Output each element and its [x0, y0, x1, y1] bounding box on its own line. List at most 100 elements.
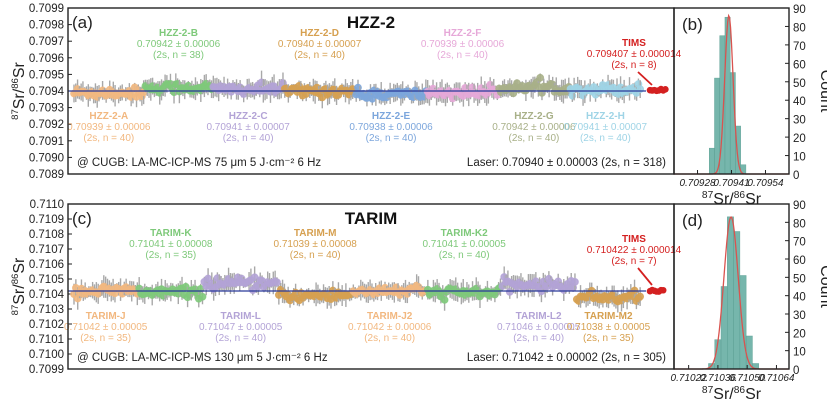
group-value-label: 0.71038 ± 0.00005 — [567, 322, 651, 333]
group-hzz-2-d — [280, 78, 359, 109]
y-tick-label: 0.7095 — [29, 69, 64, 81]
y-tick-label: 0.7089 — [29, 169, 64, 181]
laser-summary: Laser: 0.70940 ± 0.00003 (2s, n = 318) — [467, 157, 666, 169]
chart-title: HZZ-2 — [347, 13, 395, 32]
y-tick-label: 70 — [793, 41, 806, 53]
axis-label-part: Sr/ — [713, 191, 734, 208]
group-value-label: 0.71042 ± 0.00006 — [348, 322, 432, 333]
group-name-label: HZZ-2-G — [514, 111, 554, 122]
chart-title: TARIM — [345, 209, 398, 228]
y-tick-label: 0.7099 — [29, 364, 64, 376]
panel-a: 0.7099 0.7098 0.7097 0.7096 0.7095 0.7094 0.70… — [10, 3, 682, 181]
group-name-label: TARIM-J2 — [367, 311, 413, 322]
method-note: @ CUGB: LA-MC-ICP-MS 75 μm 5 J·cm⁻² 6 Hz — [77, 157, 321, 169]
x-axis-label: 87Sr/86Sr — [702, 190, 762, 208]
tims-point — [659, 286, 667, 294]
group-value-label: 0.71046 ± 0.00005 — [497, 322, 581, 333]
y-tick-label: 0.7093 — [29, 103, 64, 115]
group-name-label: HZZ-2-D — [300, 28, 339, 39]
group-stats-label: (2s, n = 38) — [153, 50, 204, 61]
axis-label-part: 86 — [734, 385, 746, 396]
y-tick-label: 40 — [793, 96, 806, 108]
panel-label: (c) — [72, 209, 92, 228]
axis-label-part: 86 — [734, 190, 746, 201]
group-tarim-k — [135, 276, 207, 308]
group-stats-label: (2s, n = 40) — [290, 250, 341, 261]
y-tick-label: 0.7106 — [29, 259, 64, 271]
group-name-label: HZZ-2-H — [586, 111, 625, 122]
group-stats-label: (2s, n = 35) — [583, 333, 634, 344]
group-hzz-2-b — [141, 73, 216, 105]
panel-c: 0.7110 0.7109 0.7108 0.7107 0.7106 0.7105 0.71… — [10, 199, 682, 376]
y-tick-label: 80 — [793, 22, 806, 34]
y-tick-label: 0.7091 — [29, 136, 64, 148]
tims-pointer — [637, 267, 653, 286]
group-value-label: 0.70941 ± 0.00007 — [564, 122, 648, 133]
group-value-label: 0.71041 ± 0.00008 — [129, 239, 213, 250]
y-tick-label: 0.7094 — [29, 86, 65, 98]
y-tick-label: 40 — [793, 292, 806, 304]
y-tick-label: 70 — [793, 237, 806, 249]
x-tick-label: 0.71064 — [758, 373, 795, 384]
group-value-label: 0.70939 ± 0.00006 — [67, 122, 151, 133]
axis-label-part: Sr — [745, 386, 762, 403]
y-tick-label: 60 — [793, 59, 806, 71]
data-points — [70, 70, 669, 109]
group-tims — [646, 85, 669, 95]
tims-stats-label: (2s, n = 7) — [611, 256, 656, 267]
histogram-bar — [727, 216, 734, 370]
group-value-label: 0.70942 ± 0.00006 — [137, 39, 221, 50]
data-point — [440, 295, 449, 304]
panel-label: (b) — [682, 15, 703, 34]
y-tick-label: 10 — [793, 152, 806, 164]
group-tims — [646, 286, 667, 295]
group-tarim-j — [70, 275, 142, 310]
group-stats-label: (2s, n = 40) — [437, 50, 488, 61]
y-tick-label: 10 — [793, 347, 806, 359]
axis-label-part: Sr — [11, 257, 28, 274]
y-tick-label: 90 — [793, 4, 806, 16]
y-tick-label: 0.7109 — [29, 214, 64, 226]
group-name-label: HZZ-2-E — [372, 111, 411, 122]
group-value-label: 0.70940 ± 0.00007 — [278, 39, 362, 50]
y-tick-label: 20 — [793, 133, 806, 145]
y-axis-label: 87Sr/86Sr — [10, 257, 28, 315]
group-stats-label: (2s, n = 40) — [513, 333, 564, 344]
y-tick-label: 0 — [793, 170, 799, 182]
group-value-label: 0.71039 ± 0.00008 — [273, 239, 357, 250]
axis-label-part: Sr/ — [11, 284, 28, 305]
data-point — [273, 278, 281, 287]
y-tick-label: 0.7096 — [29, 53, 64, 65]
group-tarim-j2 — [349, 274, 430, 304]
group-stats-label: (2s, n = 40) — [439, 250, 490, 261]
group-hzz-2-h — [566, 74, 645, 106]
group-stats-label: (2s, n = 35) — [145, 250, 196, 261]
group-tarim-k2 — [423, 277, 505, 311]
laser-summary: Laser: 0.71042 ± 0.00002 (2s, n = 305) — [467, 352, 666, 364]
method-note: @ CUGB: LA-MC-ICP-MS 130 μm 5 J·cm⁻² 6 H… — [77, 352, 328, 364]
axis-label-part: 87 — [10, 305, 21, 316]
group-name-label: TARIM-L2 — [516, 311, 562, 322]
panel-d: 90 80 70 60 50 40 30 20 10 0 0.710220.710360.71050… — [671, 200, 827, 403]
y-tick-label: 0.7092 — [29, 119, 64, 131]
group-name-label: TARIM-J — [86, 311, 126, 322]
y-tick-label: 0.7101 — [29, 334, 64, 346]
panel-label: (a) — [72, 13, 93, 32]
y-tick-label: 30 — [793, 115, 806, 127]
data-point — [571, 278, 579, 286]
group-value-label: 0.71041 ± 0.00005 — [422, 239, 506, 250]
y-tick-label: 0.7103 — [29, 304, 64, 316]
group-name-label: HZZ-2-A — [89, 111, 128, 122]
tims-value-label: 0.710422 ± 0.000014 — [587, 245, 682, 256]
group-stats-label: (2s, n = 40) — [509, 133, 560, 144]
group-value-label: 0.70939 ± 0.00006 — [421, 39, 505, 50]
x-tick-label: 0.71036 — [700, 373, 737, 384]
group-value-label: 0.71047 ± 0.00005 — [199, 322, 283, 333]
y-axis-label: Count — [817, 265, 827, 308]
axis-label-part: Sr/ — [713, 386, 734, 403]
y-tick-label: 0.7100 — [29, 349, 64, 361]
y-tick-label: 0.7108 — [29, 229, 64, 241]
tims-label: TIMS — [622, 38, 646, 49]
x-tick-label: 0.70928 — [679, 178, 716, 189]
group-name-label: HZZ-2-F — [444, 28, 482, 39]
